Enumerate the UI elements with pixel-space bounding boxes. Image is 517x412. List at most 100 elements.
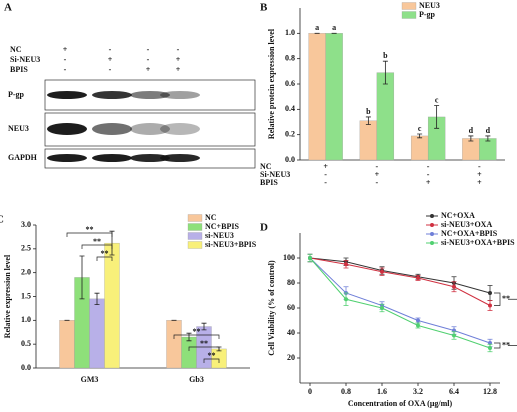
- point: [452, 333, 456, 338]
- point: [380, 306, 384, 310]
- condition-sign: +: [323, 162, 328, 171]
- significance-bracket: [203, 358, 220, 363]
- point: [452, 284, 456, 289]
- blot-band: [160, 91, 200, 99]
- point: [416, 276, 420, 280]
- condition-sign: +: [375, 170, 380, 179]
- legend-label: si-NEU3: [205, 231, 234, 240]
- significance-label: **: [193, 327, 201, 336]
- x-tick-label: Gb3: [189, 375, 204, 384]
- blot-band: [160, 154, 200, 162]
- error-bar: [79, 255, 85, 300]
- point: [416, 318, 420, 323]
- condition-label: BPIS: [10, 65, 28, 74]
- legend-label: NC: [205, 213, 217, 222]
- condition-sign: +: [176, 65, 181, 74]
- significance-bracket: [494, 342, 501, 349]
- y-axis-label: Cell Viability (% of control): [267, 260, 276, 356]
- legend-label: si-NEU3+OXA+BPIS: [441, 238, 515, 247]
- x-tick-label: 1.6: [377, 387, 387, 396]
- condition-sign: -: [64, 55, 67, 64]
- significance-letter: d: [469, 126, 474, 135]
- condition-sign: +: [477, 178, 482, 187]
- condition-sign: -: [478, 162, 481, 171]
- y-tick-label: 2.0: [21, 267, 31, 276]
- y-tick-label: 20: [287, 353, 295, 362]
- y-tick-label: 0.6: [285, 79, 295, 88]
- bar: [325, 33, 343, 161]
- condition-sign: +: [146, 65, 151, 74]
- y-tick-label: 40: [287, 328, 295, 337]
- blot-band: [92, 154, 132, 162]
- point: [380, 269, 384, 274]
- y-tick-label: 100: [283, 253, 295, 262]
- y-axis-label: Relative expression level: [3, 254, 12, 338]
- y-tick-label: 0.8: [285, 53, 295, 62]
- blot-band: [130, 123, 170, 135]
- panel-letter: A: [4, 2, 12, 14]
- condition-sign: -: [376, 178, 379, 187]
- legend-label: si-NEU3+BPIS: [205, 240, 257, 249]
- condition-sign: -: [324, 178, 327, 187]
- significance-bracket: [508, 298, 517, 346]
- legend-label: NC+OXA+BPIS: [441, 229, 498, 238]
- legend-swatch: [187, 214, 203, 222]
- point: [488, 303, 492, 308]
- line: [309, 257, 491, 306]
- y-tick-label: 0.2: [285, 129, 295, 138]
- condition-sign: -: [324, 170, 327, 179]
- error-bar: [485, 135, 491, 142]
- blot-band: [92, 123, 132, 135]
- point: [488, 346, 492, 350]
- bar: [89, 298, 105, 369]
- condition-sign: -: [427, 162, 430, 171]
- x-tick-label: 0: [308, 387, 312, 396]
- condition-sign: -: [376, 162, 379, 171]
- bar: [166, 320, 182, 369]
- condition-label: BPIS: [260, 178, 278, 187]
- condition-sign: -: [177, 45, 180, 54]
- line: [309, 257, 491, 349]
- error-bar: [382, 60, 388, 85]
- significance-letter: b: [366, 107, 371, 116]
- y-axis-label: Relative protein expression level: [267, 28, 276, 139]
- significance-letter: a: [332, 23, 336, 32]
- x-tick-label: 3.2: [413, 387, 423, 396]
- condition-sign: -: [109, 45, 112, 54]
- bar: [410, 135, 429, 161]
- y-tick-label: 1.0: [21, 315, 31, 324]
- significance-label: **: [502, 294, 510, 303]
- blot-band: [47, 123, 87, 135]
- significance-bracket: [81, 244, 113, 249]
- condition-sign: +: [426, 178, 431, 187]
- legend-swatch: [187, 223, 203, 231]
- x-tick-label: 12.8: [483, 387, 497, 396]
- panel-letter: D: [260, 222, 268, 234]
- point: [308, 256, 312, 260]
- error-bar: [94, 292, 100, 306]
- point: [344, 262, 348, 267]
- blot-band: [160, 123, 200, 135]
- legend-marker: [430, 241, 434, 245]
- significance-letter: c: [418, 124, 422, 133]
- condition-sign: -: [64, 65, 67, 74]
- panel-letter: B: [260, 2, 268, 14]
- legend-swatch: [187, 232, 203, 240]
- significance-label: **: [200, 339, 208, 348]
- condition-sign: -: [147, 55, 150, 64]
- x-axis-label: Concentration of OXA (μg/ml): [348, 399, 453, 408]
- condition-sign: +: [108, 55, 113, 64]
- blot-band: [92, 91, 132, 99]
- significance-letter: c: [435, 95, 439, 104]
- panel-a: A: [4, 2, 256, 169]
- x-tick-label: 6.4: [449, 387, 459, 396]
- legend-label: NC+OXA: [441, 211, 475, 220]
- y-tick-label: 60: [287, 303, 295, 312]
- bar: [359, 120, 378, 161]
- bar: [462, 138, 480, 161]
- condition-sign: +: [176, 55, 181, 64]
- legend-label: P-gp: [419, 10, 436, 19]
- legend-marker: [430, 214, 434, 218]
- point: [416, 323, 420, 328]
- condition-label: Si-NEU3: [10, 55, 40, 64]
